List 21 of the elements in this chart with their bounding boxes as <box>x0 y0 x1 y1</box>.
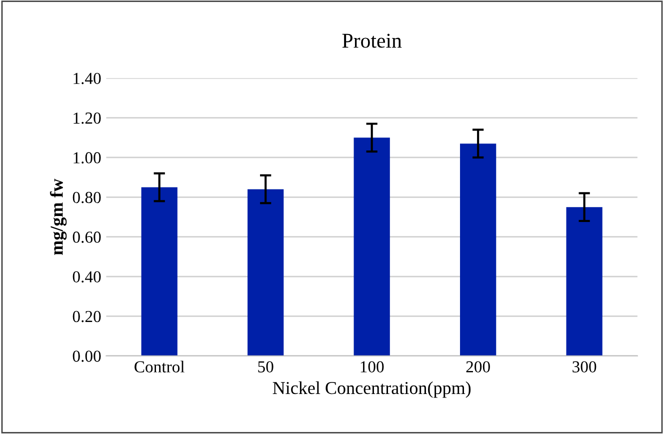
bar <box>566 207 602 356</box>
x-tick-label: Control <box>134 360 184 372</box>
y-tick-label: 0.40 <box>72 271 101 283</box>
bar <box>460 144 496 356</box>
chart-title: Protein <box>342 34 402 48</box>
y-tick-label: 0.20 <box>72 310 101 322</box>
y-tick-label: 1.40 <box>74 72 101 84</box>
x-tick-label: 300 <box>572 361 596 372</box>
y-tick-label: 0.00 <box>72 350 101 362</box>
y-axis-title: mg/gm fw <box>50 178 67 255</box>
x-tick-label: 50 <box>258 361 274 372</box>
x-axis-title: Nickel Concentration(ppm) <box>272 381 471 398</box>
y-tick-label: 1.20 <box>74 112 101 124</box>
y-tick-label: 0.80 <box>72 192 101 204</box>
bar <box>248 189 284 356</box>
bar <box>354 138 390 356</box>
y-tick-label: 0.60 <box>72 232 101 243</box>
y-tick-label: 1.00 <box>74 152 101 164</box>
x-tick-label: 100 <box>360 361 384 372</box>
bar <box>141 187 178 356</box>
x-tick-label: 200 <box>466 361 490 372</box>
